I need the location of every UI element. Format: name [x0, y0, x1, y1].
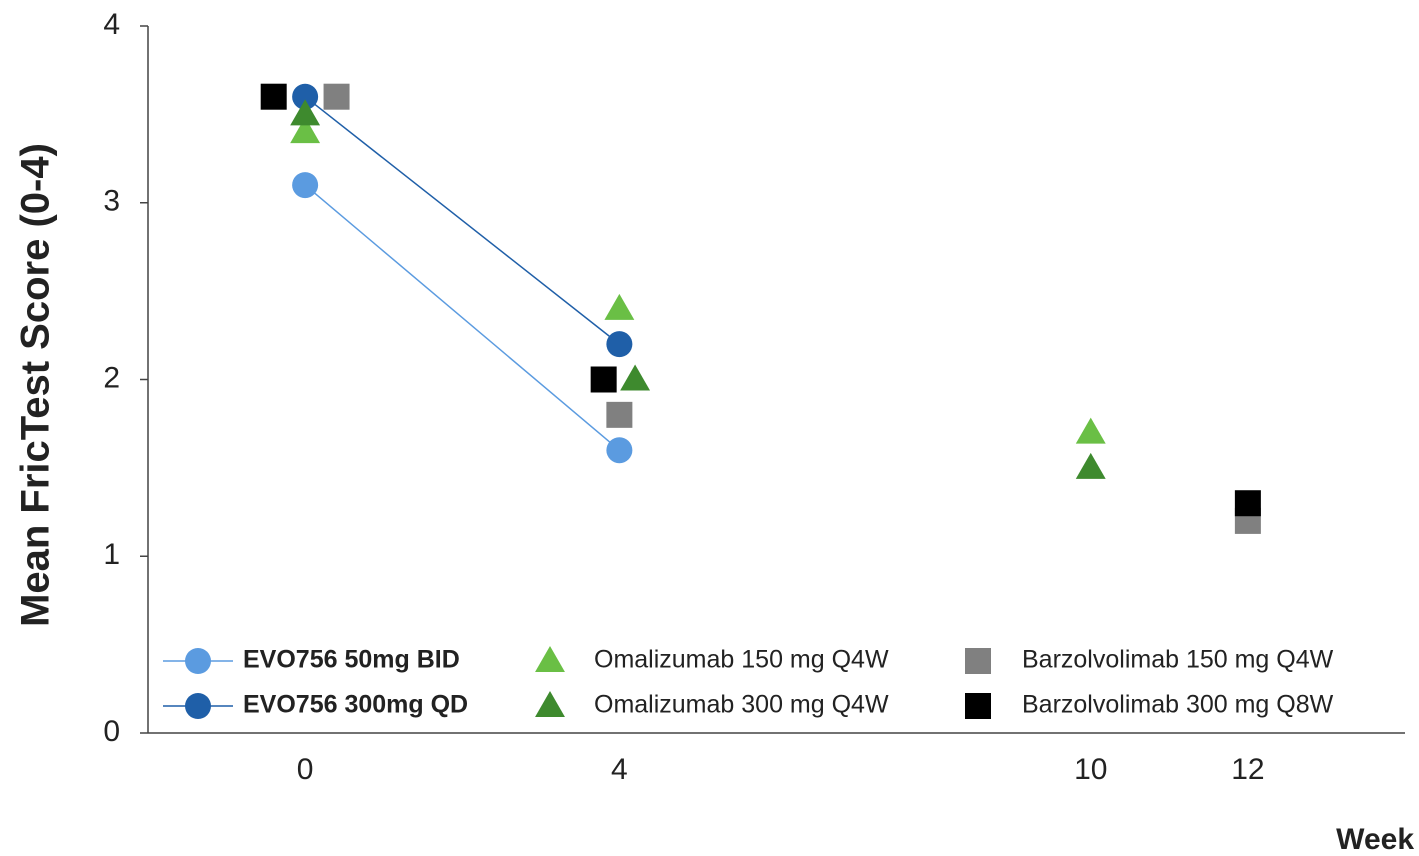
- data-point: [620, 364, 651, 391]
- legend-marker: [535, 646, 565, 673]
- x-tick-label: 0: [297, 753, 314, 786]
- y-tick-label: 0: [103, 715, 120, 748]
- data-point: [1075, 417, 1106, 444]
- legend-label: Omalizumab 300 mg Q4W: [594, 691, 889, 719]
- legend-marker: [185, 648, 211, 674]
- data-point: [1075, 452, 1106, 479]
- data-point: [1234, 490, 1261, 517]
- legend-label: Barzolvolimab 150 mg Q4W: [1022, 646, 1334, 674]
- y-axis-label: Mean FricTest Score (0-4): [14, 143, 58, 627]
- x-axis-label: Week: [1336, 823, 1414, 856]
- legend-marker: [535, 691, 565, 718]
- legend-label: EVO756 50mg BID: [243, 646, 460, 674]
- data-point: [606, 331, 633, 358]
- y-tick-label: 3: [103, 185, 120, 218]
- x-tick-label: 4: [611, 753, 628, 786]
- data-point: [292, 172, 319, 199]
- y-tick-label: 1: [103, 538, 120, 571]
- legend-marker: [965, 648, 991, 674]
- legend-marker: [965, 693, 991, 719]
- data-point: [606, 401, 633, 428]
- y-tick-label: 2: [103, 361, 120, 394]
- data-point: [290, 117, 321, 144]
- legend-label: EVO756 300mg QD: [243, 691, 468, 719]
- data-point: [590, 366, 617, 393]
- legend-label: Omalizumab 150 mg Q4W: [594, 646, 889, 674]
- series-line: [304, 96, 620, 345]
- data-point: [604, 293, 635, 320]
- data-point: [323, 83, 350, 110]
- x-tick-label: 12: [1231, 753, 1264, 786]
- legend-marker: [185, 693, 211, 719]
- x-tick-label: 10: [1074, 753, 1107, 786]
- data-point: [290, 99, 321, 126]
- data-point: [260, 83, 287, 110]
- legend-label: Barzolvolimab 300 mg Q8W: [1022, 691, 1334, 719]
- data-point: [606, 437, 633, 464]
- y-tick-label: 4: [103, 8, 120, 41]
- series-line: [304, 184, 620, 451]
- data-point: [292, 83, 319, 110]
